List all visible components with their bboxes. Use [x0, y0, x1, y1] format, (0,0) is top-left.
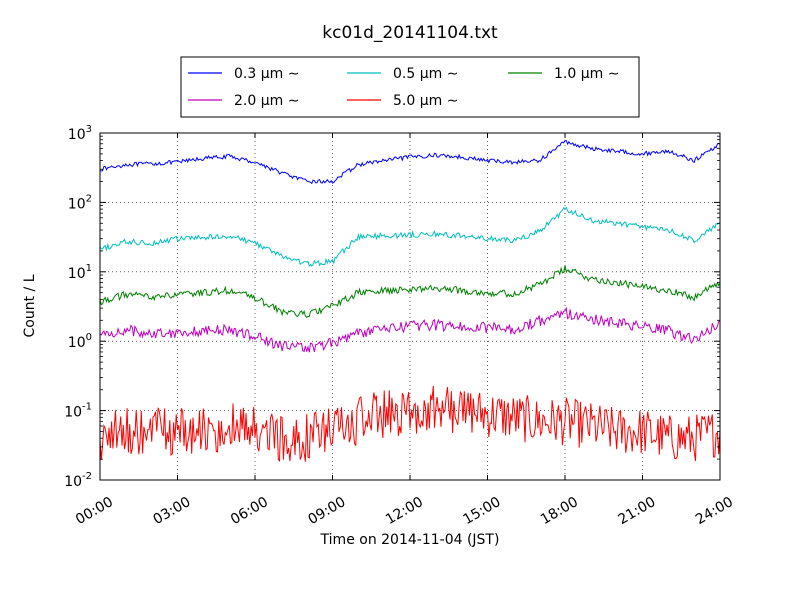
legend-label: 2.0 μm ∼ — [234, 93, 299, 109]
legend-label: 1.0 μm ∼ — [554, 66, 619, 82]
legend-frame — [180, 56, 640, 118]
legend-label: 0.3 μm ∼ — [234, 66, 299, 82]
series-line — [99, 265, 721, 318]
axis-ticks — [99, 132, 721, 481]
y-tick-label: 10-2 — [64, 471, 92, 490]
series-line — [100, 140, 721, 185]
x-axis-title: Time on 2014-11-04 (JST) — [320, 532, 500, 548]
y-tick-label: 103 — [68, 124, 92, 143]
series-lines — [99, 140, 721, 463]
y-tick-label: 100 — [68, 332, 92, 351]
series-line — [99, 306, 721, 353]
chart-title: kc01d_20141104.txt — [322, 23, 498, 43]
series-line — [99, 385, 721, 463]
y-axis-title: Count / L — [22, 274, 38, 337]
legend-label: 5.0 μm ∼ — [393, 93, 458, 109]
series-line — [99, 206, 721, 267]
legend-label: 0.5 μm ∼ — [393, 66, 458, 82]
grid — [100, 133, 720, 480]
y-tick-labels: 10-2 10-1 100 101 102 103 — [64, 124, 92, 490]
legend: 0.3 μm ∼ 0.5 μm ∼ 1.0 μm ∼ 2.0 μm ∼ 5.0 μm ∼ — [180, 56, 640, 118]
y-tick-label: 101 — [68, 263, 92, 282]
y-tick-label: 102 — [68, 193, 92, 212]
y-tick-label: 10-1 — [64, 402, 92, 421]
